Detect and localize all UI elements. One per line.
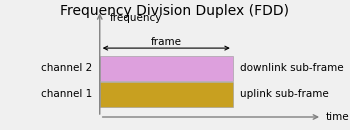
Text: channel 1: channel 1 [42,89,93,99]
Text: channel 2: channel 2 [42,63,93,73]
Text: uplink sub-frame: uplink sub-frame [240,89,329,99]
Text: frame: frame [151,37,182,47]
Bar [100,82,233,107]
Bar [100,56,233,81]
Text: frequency: frequency [110,13,163,23]
Text: time: time [326,112,349,122]
Text: Frequency Division Duplex (FDD): Frequency Division Duplex (FDD) [61,4,289,18]
Text: downlink sub-frame: downlink sub-frame [240,63,343,73]
